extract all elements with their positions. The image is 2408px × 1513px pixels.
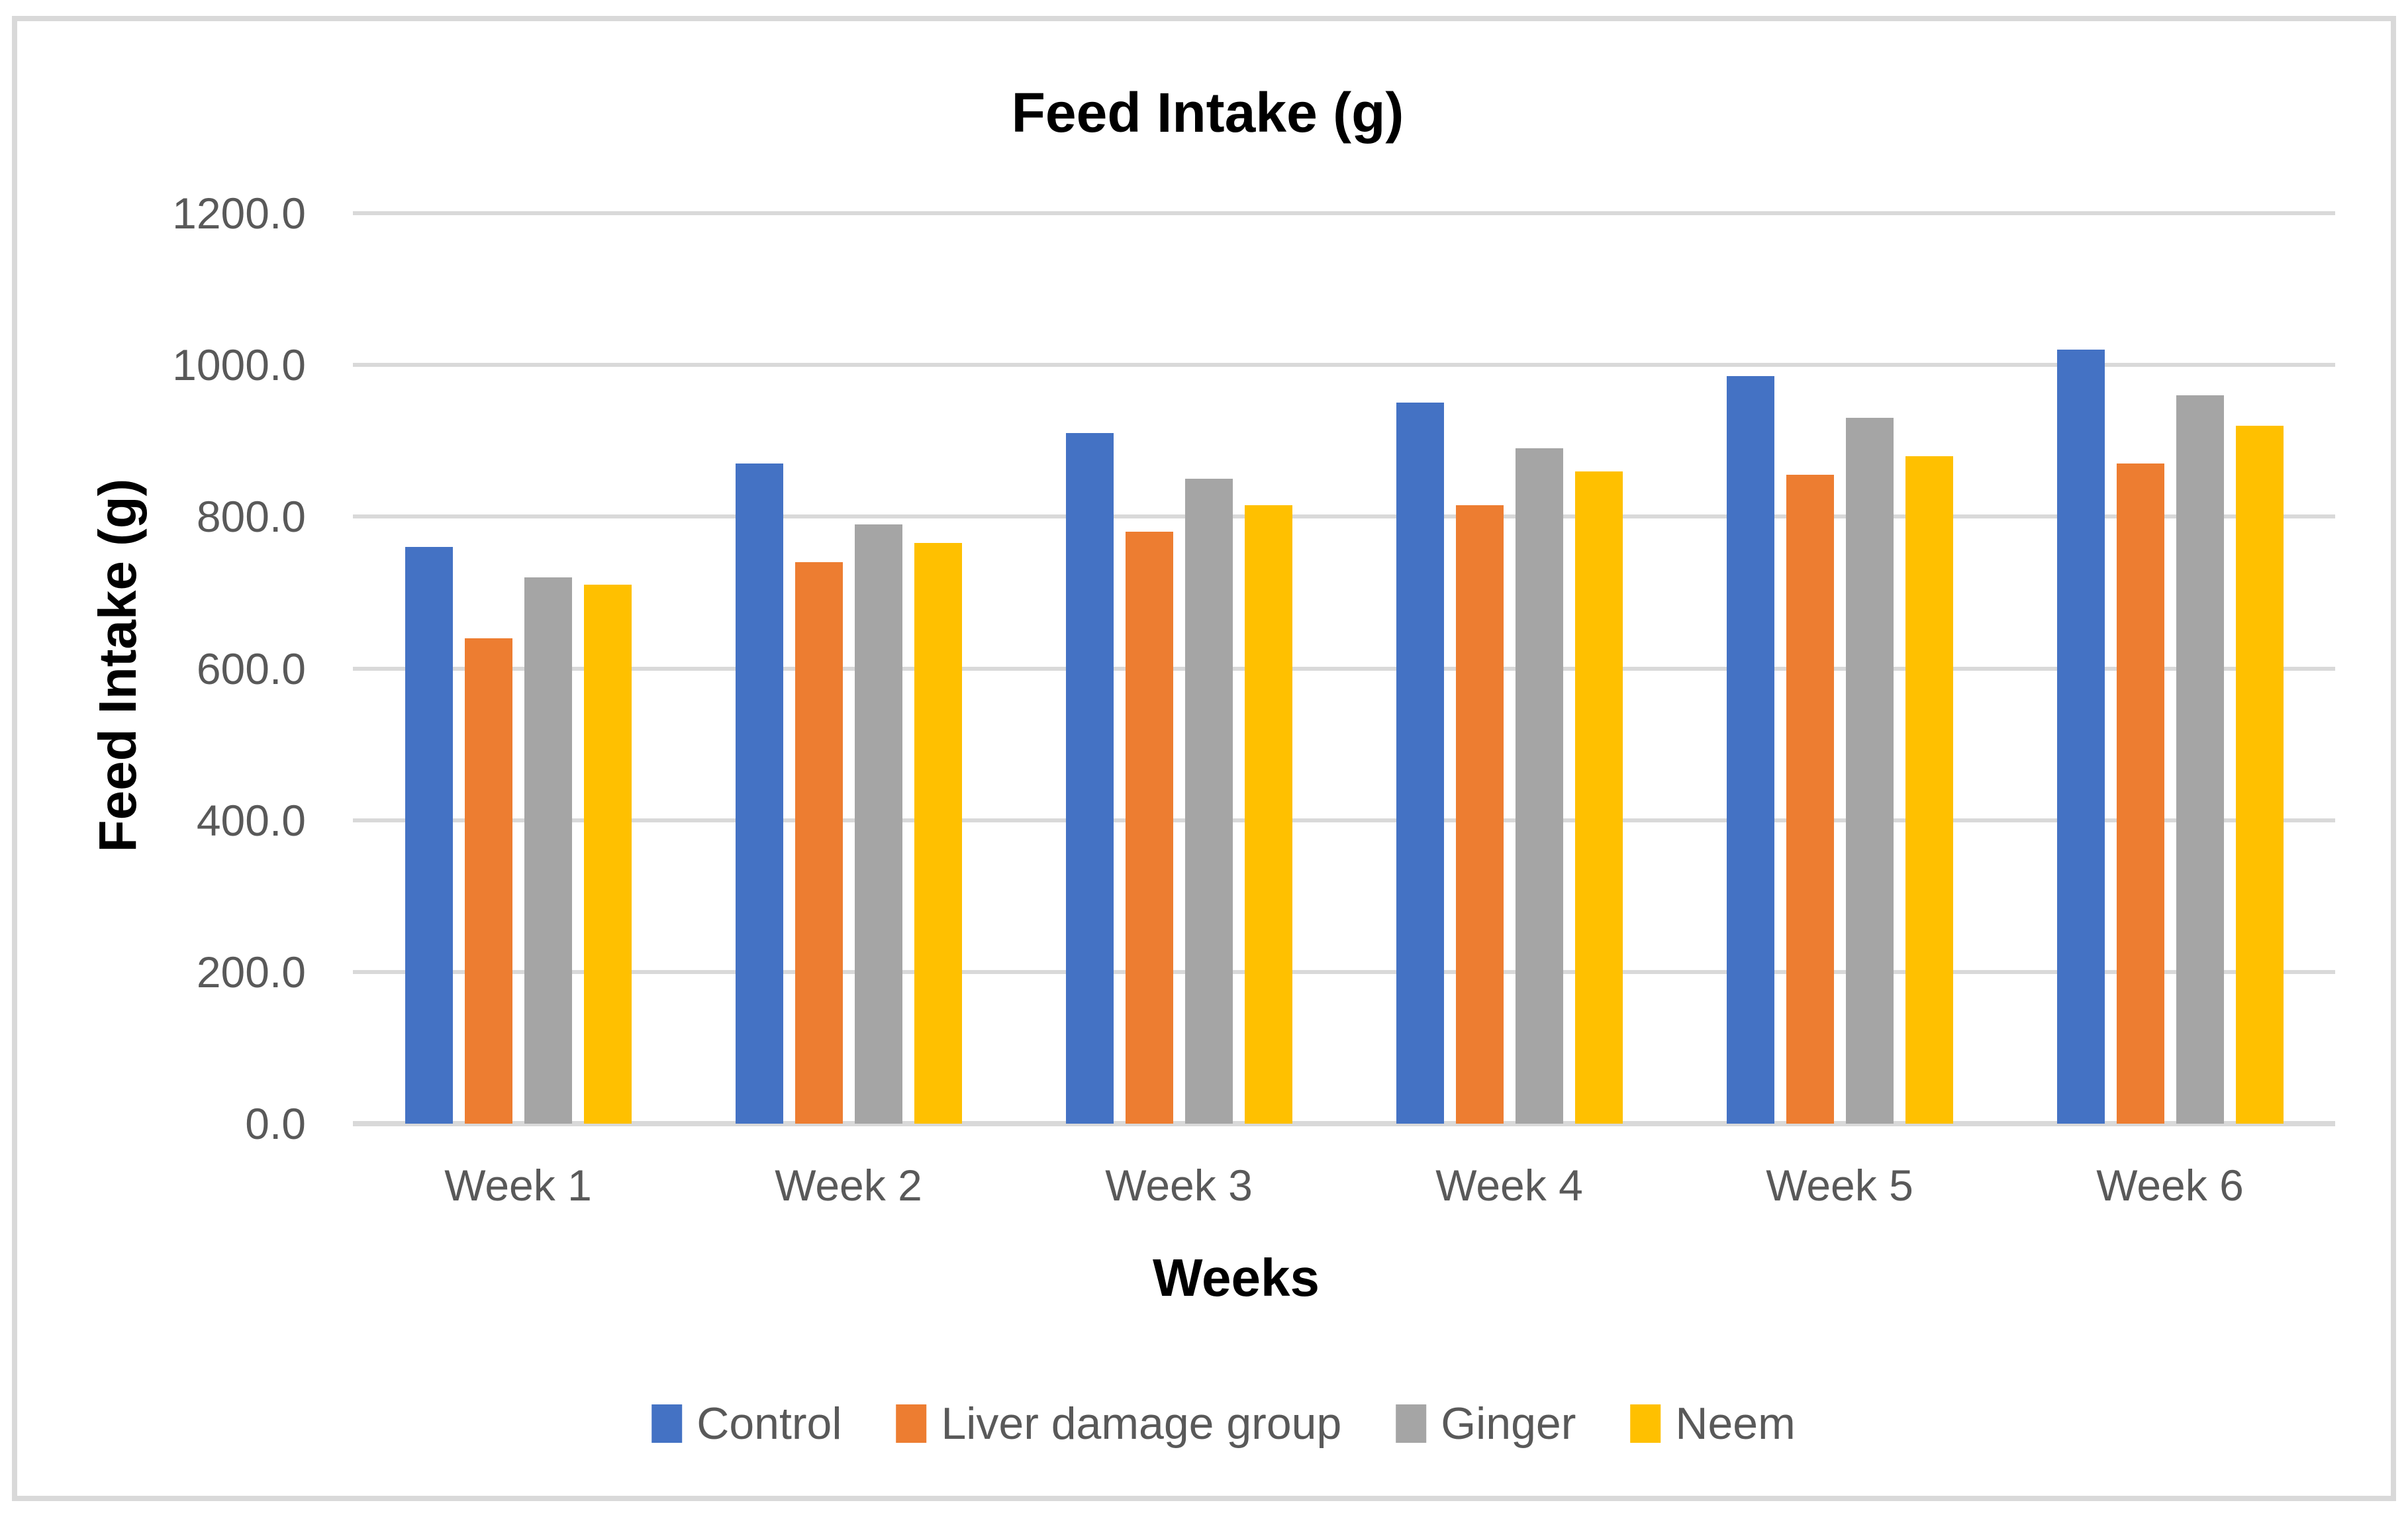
bar-liver-damage-group-week-3 xyxy=(1125,532,1173,1124)
bar-neem-week-3 xyxy=(1244,505,1292,1124)
gridline-y-200 xyxy=(353,969,2335,974)
bar-control-week-6 xyxy=(2056,350,2105,1124)
legend-label: Ginger xyxy=(1441,1398,1576,1449)
x-tick-label-week-3: Week 3 xyxy=(1105,1161,1253,1210)
legend-marker-icon xyxy=(651,1404,683,1443)
y-tick-label-1000: 1000.0 xyxy=(172,340,306,390)
gridline-y-600 xyxy=(353,666,2335,671)
x-tick-label-week-4: Week 4 xyxy=(1435,1161,1583,1210)
y-tick-label-200: 200.0 xyxy=(196,947,306,997)
bar-liver-damage-group-week-4 xyxy=(1455,505,1504,1124)
y-tick-label-0: 0.0 xyxy=(245,1099,306,1148)
gridline-y-1000 xyxy=(353,363,2335,367)
legend-label: Liver damage group xyxy=(941,1398,1342,1449)
gridline-y-400 xyxy=(353,818,2335,822)
y-tick-label-1200: 1200.0 xyxy=(172,189,306,238)
legend-label: Neem xyxy=(1675,1398,1796,1449)
bar-control-week-2 xyxy=(735,464,783,1124)
y-tick-label-800: 800.0 xyxy=(196,492,306,542)
legend-item-liver-damage-group: Liver damage group xyxy=(896,1398,1341,1449)
x-axis-title: Weeks xyxy=(1152,1248,1320,1307)
bar-control-week-1 xyxy=(405,547,453,1124)
x-tick-label-week-5: Week 5 xyxy=(1766,1161,1913,1210)
y-tick-label-600: 600.0 xyxy=(196,644,306,693)
legend-label: Control xyxy=(697,1398,842,1449)
chart-title: Feed Intake (g) xyxy=(1011,81,1404,144)
bar-ginger-week-5 xyxy=(1845,418,1894,1124)
legend-item-neem: Neem xyxy=(1630,1398,1796,1449)
bar-ginger-week-1 xyxy=(524,577,572,1124)
bar-liver-damage-group-week-2 xyxy=(795,562,843,1124)
bar-ginger-week-6 xyxy=(2176,395,2224,1124)
x-tick-label-week-2: Week 2 xyxy=(775,1161,922,1210)
y-tick-label-400: 400.0 xyxy=(196,795,306,845)
bar-liver-damage-group-week-5 xyxy=(1786,475,1834,1124)
bar-liver-damage-group-week-1 xyxy=(464,638,512,1124)
bar-control-week-4 xyxy=(1396,403,1444,1124)
bar-neem-week-2 xyxy=(914,543,962,1124)
bar-control-week-5 xyxy=(1726,376,1774,1124)
bar-ginger-week-4 xyxy=(1515,448,1563,1124)
legend-marker-icon xyxy=(1630,1404,1661,1443)
gridline-y-1200 xyxy=(353,211,2335,215)
bar-liver-damage-group-week-6 xyxy=(2116,464,2164,1124)
bar-neem-week-1 xyxy=(583,585,632,1124)
bar-ginger-week-2 xyxy=(854,524,902,1124)
bar-neem-week-5 xyxy=(1905,456,1953,1124)
bar-ginger-week-3 xyxy=(1184,479,1233,1124)
legend-item-control: Control xyxy=(651,1398,842,1449)
gridline-y-0 xyxy=(353,1121,2335,1126)
bar-neem-week-6 xyxy=(2235,425,2284,1124)
x-tick-label-week-1: Week 1 xyxy=(444,1161,592,1210)
legend-marker-icon xyxy=(896,1404,927,1443)
bar-control-week-3 xyxy=(1065,433,1114,1124)
legend-item-ginger: Ginger xyxy=(1396,1398,1576,1449)
x-tick-label-week-6: Week 6 xyxy=(2096,1161,2244,1210)
bar-neem-week-4 xyxy=(1574,471,1623,1124)
gridline-y-800 xyxy=(353,514,2335,519)
legend-marker-icon xyxy=(1396,1404,1427,1443)
legend: Control Liver damage group Ginger Neem xyxy=(651,1398,1796,1449)
